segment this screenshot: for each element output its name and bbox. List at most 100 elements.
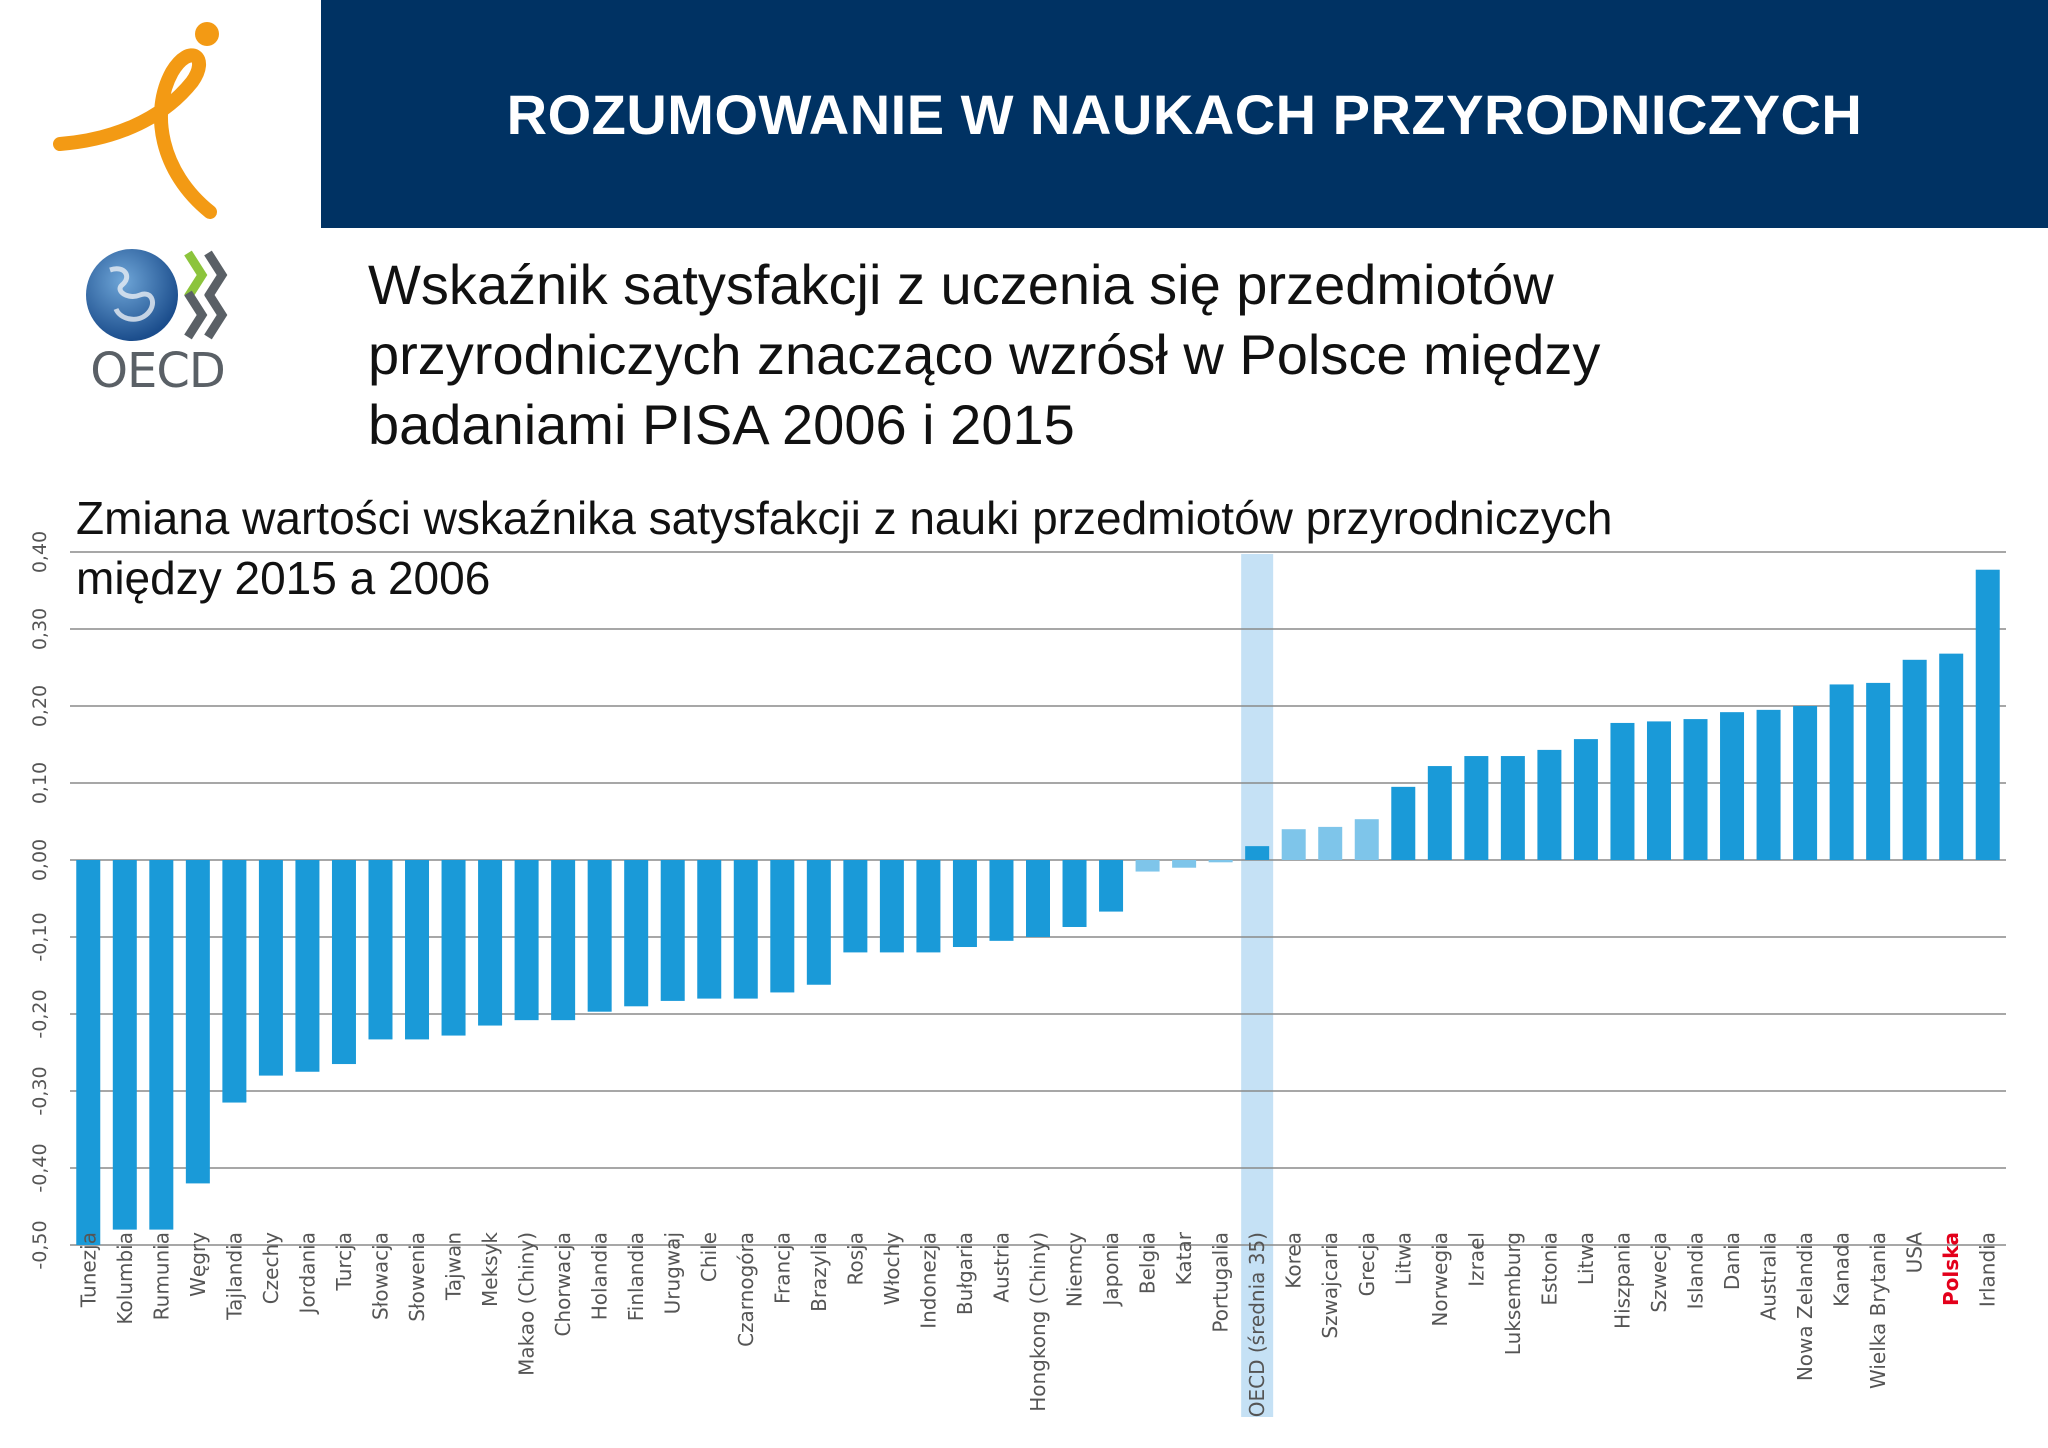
bar bbox=[1318, 826, 1343, 860]
education-logo-icon bbox=[53, 22, 219, 219]
x-tick-label: Słowacja bbox=[368, 1232, 392, 1320]
x-tick-label: Dania bbox=[1720, 1232, 1744, 1290]
bar bbox=[806, 860, 831, 985]
bar bbox=[441, 860, 466, 1036]
y-tick-label: 0,10 bbox=[29, 762, 51, 804]
x-tick-label: Katar bbox=[1172, 1231, 1196, 1285]
y-tick-label: -0,40 bbox=[29, 1143, 51, 1192]
bar bbox=[624, 860, 649, 1007]
y-tick-label: 0,30 bbox=[29, 608, 51, 650]
y-tick-label: -0,30 bbox=[29, 1066, 51, 1115]
page-title: ROZUMOWANIE W NAUKACH PRZYRODNICZYCH bbox=[506, 83, 1863, 146]
oecd-average-band bbox=[1241, 554, 1274, 1417]
globe-icon bbox=[86, 249, 228, 341]
chart-title: Zmiana wartości wskaźnika satysfakcji z … bbox=[76, 488, 1876, 608]
x-tick-label: Holandia bbox=[588, 1232, 612, 1320]
bar bbox=[1427, 766, 1452, 860]
x-tick-label: Meksyk bbox=[478, 1232, 502, 1307]
bar bbox=[514, 860, 539, 1021]
bar bbox=[331, 860, 356, 1065]
x-tick-label: Chorwacja bbox=[551, 1232, 575, 1337]
bar bbox=[770, 860, 795, 993]
bar bbox=[149, 860, 174, 1230]
bar bbox=[1172, 860, 1197, 868]
bar bbox=[551, 860, 576, 1021]
y-tick-label: 0,00 bbox=[29, 839, 51, 881]
bar bbox=[1135, 860, 1160, 872]
bar bbox=[1281, 829, 1306, 860]
bar bbox=[1062, 860, 1087, 927]
y-tick-label: 0,40 bbox=[29, 531, 51, 573]
bar bbox=[1245, 846, 1270, 860]
x-tick-label: Hongkong (Chiny) bbox=[1026, 1232, 1050, 1412]
y-tick-label: 0,20 bbox=[29, 685, 51, 727]
oecd-logo: OECD bbox=[70, 245, 245, 399]
bar bbox=[1500, 756, 1525, 860]
y-tick-label: -0,50 bbox=[29, 1220, 51, 1269]
bar bbox=[660, 860, 685, 1001]
y-tick-label: -0,20 bbox=[29, 989, 51, 1038]
bar bbox=[1829, 684, 1854, 860]
x-tick-label: Niemcy bbox=[1063, 1232, 1087, 1307]
x-tick-label: Polska bbox=[1939, 1232, 1963, 1306]
bar-chart: 0,40 0,30 0,20 0,10 0,00 -0,10 -0,20 -0,30 -0,40… bbox=[29, 531, 2006, 1417]
bar bbox=[76, 860, 101, 1245]
chart-title-line: Zmiana wartości wskaźnika satysfakcji z … bbox=[76, 492, 1613, 544]
x-tick-label: Rumunia bbox=[149, 1232, 173, 1320]
x-tick-label: Grecja bbox=[1355, 1232, 1379, 1296]
bar bbox=[1902, 659, 1927, 860]
x-tick-label: Słowenia bbox=[405, 1232, 429, 1322]
bar bbox=[1391, 786, 1416, 860]
bar bbox=[1975, 569, 2000, 860]
x-tick-label: Japonia bbox=[1099, 1232, 1123, 1308]
x-tick-label: Portugalia bbox=[1209, 1232, 1233, 1333]
bar bbox=[733, 860, 758, 999]
x-tick-label: USA bbox=[1903, 1232, 1927, 1274]
x-tick-label: Włochy bbox=[880, 1232, 904, 1305]
x-tick-label: Belgia bbox=[1136, 1232, 1160, 1294]
x-tick-label: Tajwan bbox=[442, 1232, 466, 1301]
bar bbox=[843, 860, 868, 953]
x-tick-label: Australia bbox=[1757, 1232, 1781, 1320]
bar bbox=[1646, 721, 1671, 860]
x-tick-label: Szwecja bbox=[1647, 1232, 1671, 1313]
x-tick-label: OECD (średnia 35) bbox=[1245, 1232, 1269, 1417]
subtitle-line: badaniami PISA 2006 i 2015 bbox=[368, 393, 1075, 456]
bar bbox=[1354, 819, 1379, 860]
x-tick-label: Kolumbia bbox=[113, 1232, 137, 1325]
x-tick-label: Kanada bbox=[1830, 1232, 1854, 1307]
x-tick-label: Austria bbox=[989, 1232, 1013, 1303]
x-tick-label: Norwegia bbox=[1428, 1232, 1452, 1327]
bar bbox=[952, 860, 977, 948]
bar bbox=[1573, 739, 1598, 860]
bar bbox=[185, 860, 210, 1184]
header-banner: ROZUMOWANIE W NAUKACH PRZYRODNICZYCH bbox=[321, 0, 2048, 228]
subtitle-line: Wskaźnik satysfakcji z uczenia się przed… bbox=[368, 253, 1554, 316]
x-tick-label: Wielka Brytania bbox=[1866, 1232, 1890, 1389]
bar bbox=[1099, 860, 1124, 912]
bar bbox=[112, 860, 137, 1230]
bar bbox=[879, 860, 904, 953]
x-tick-label: Litwa bbox=[1391, 1232, 1415, 1285]
bar bbox=[295, 860, 320, 1072]
chart-title-line: między 2015 a 2006 bbox=[76, 552, 491, 604]
x-tick-label: Jordania bbox=[295, 1232, 319, 1315]
bar bbox=[1866, 682, 1891, 860]
bar bbox=[1720, 712, 1745, 860]
x-tick-label: Korea bbox=[1282, 1232, 1306, 1289]
bar bbox=[222, 860, 247, 1103]
x-tick-label: Urugwaj bbox=[661, 1232, 685, 1314]
bar bbox=[1464, 756, 1489, 860]
x-tick-label: Makao (Chiny) bbox=[515, 1232, 539, 1376]
oecd-logo-text: OECD bbox=[90, 343, 226, 399]
bar bbox=[1756, 709, 1781, 860]
x-tick-label: Finlandia bbox=[624, 1232, 648, 1321]
x-tick-label: Bułgaria bbox=[953, 1232, 977, 1315]
x-tick-label: Turcja bbox=[332, 1232, 356, 1291]
bar bbox=[478, 860, 503, 1026]
bar bbox=[258, 860, 283, 1076]
bar bbox=[1208, 860, 1233, 863]
bar bbox=[1939, 653, 1964, 860]
x-tick-label: Islandia bbox=[1684, 1232, 1708, 1309]
x-tick-label: Litwa bbox=[1574, 1232, 1598, 1285]
